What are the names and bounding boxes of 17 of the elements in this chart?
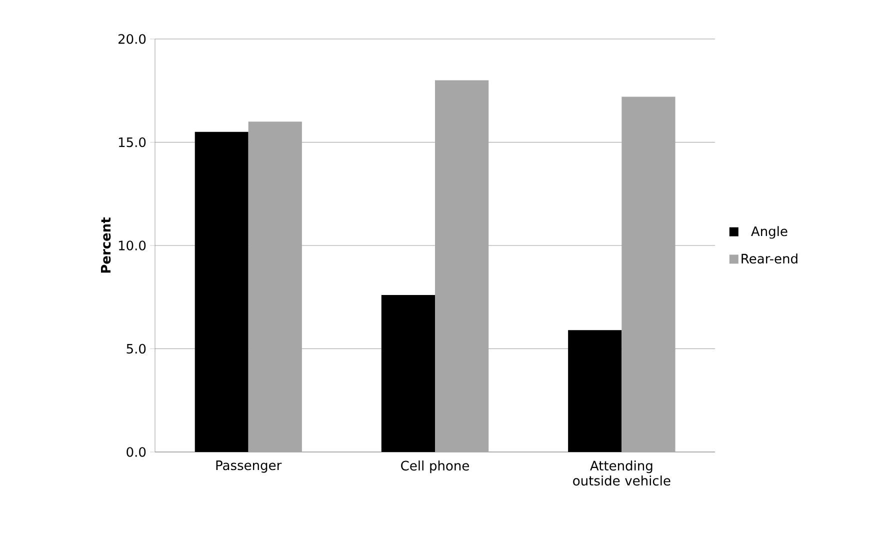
y-tick-label: 20.0 <box>118 34 146 44</box>
x-tick-label: Passenger <box>216 460 282 473</box>
legend-label: Rear-end <box>742 253 798 264</box>
bar <box>568 330 622 452</box>
y-tick-label: 0.0 <box>126 447 146 457</box>
bar <box>194 132 248 452</box>
bar <box>381 295 436 452</box>
bar <box>622 96 676 452</box>
y-tick-label: 5.0 <box>126 344 146 354</box>
x-tick-label: Attending outside vehicle <box>573 460 670 486</box>
bar <box>435 80 489 452</box>
x-tick-label: Cell phone <box>401 460 469 474</box>
y-tick-label: 15.0 <box>118 137 146 148</box>
y-tick-label: 10.0 <box>118 240 146 250</box>
legend-label: Angle <box>751 226 788 239</box>
y-axis-title: Percent <box>101 217 111 273</box>
bar <box>248 122 302 452</box>
